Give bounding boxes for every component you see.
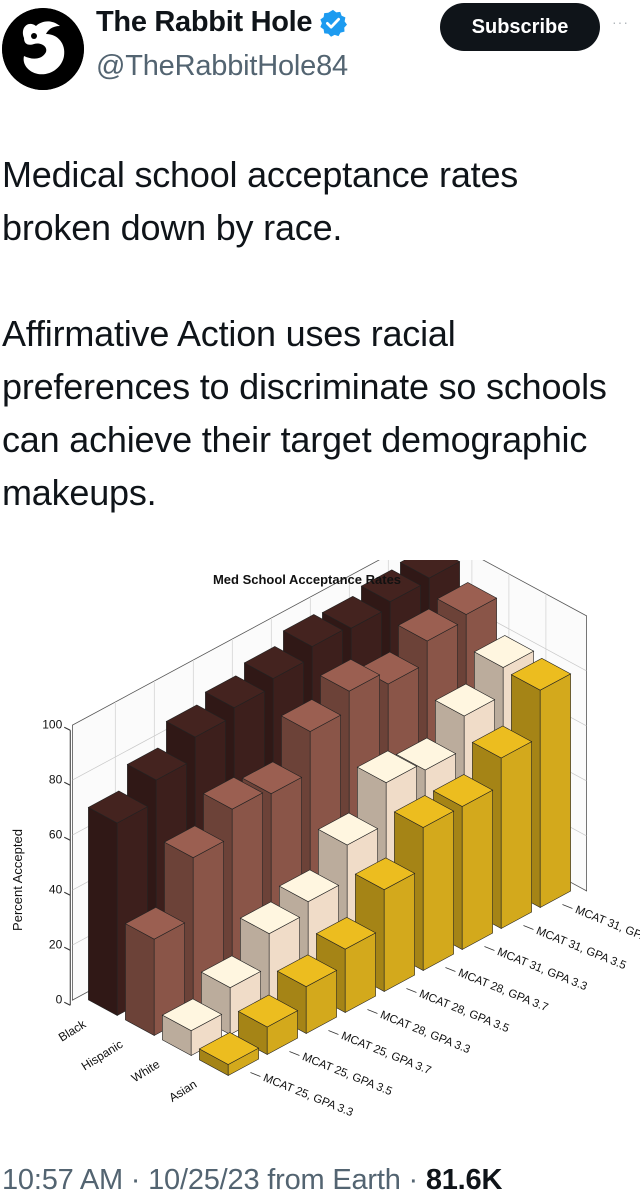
bar-top	[280, 699, 342, 732]
bar-top	[434, 683, 496, 717]
bar-top	[360, 569, 422, 603]
tweet-paragraph: Affirmative Action uses racial preferenc…	[2, 313, 607, 513]
chart-image[interactable]: 0 20 40 60 80 100 Percent Accepted Black Hispani…	[0, 531, 640, 1160]
avatar[interactable]	[2, 8, 84, 90]
category-tick	[562, 904, 573, 909]
tweet-text: Medical school acceptance rates broken d…	[2, 148, 632, 519]
y-tick-label: 40	[49, 882, 63, 896]
bar-front	[422, 810, 454, 972]
name-row: The Rabbit Hole	[96, 6, 348, 39]
series-label: Black	[56, 1016, 89, 1044]
y-tick	[64, 726, 71, 731]
bar-top	[204, 675, 266, 709]
bar-top	[165, 704, 227, 738]
tweet-header: The Rabbit Hole @TheRabbitHole84 Subscri…	[0, 0, 640, 100]
bar-top	[321, 595, 383, 629]
bar-top	[436, 582, 498, 615]
bar-front	[461, 789, 493, 951]
chart-title: Med School Acceptance Rates	[213, 572, 401, 587]
bar-top	[354, 857, 416, 891]
bar-top	[163, 825, 225, 859]
view-count[interactable]: 81.6K	[425, 1164, 503, 1196]
bar-top	[315, 916, 377, 950]
bar-top	[198, 1032, 260, 1065]
bar-top	[243, 646, 305, 679]
category-tick	[523, 925, 534, 930]
bar-top	[397, 608, 459, 642]
tweet-source: from Earth	[259, 1164, 401, 1196]
bar	[198, 1032, 260, 1077]
category-tick	[445, 967, 456, 972]
tweet-time[interactable]: 10:57 AM	[2, 1164, 123, 1196]
bar-top	[393, 795, 455, 828]
category-tick	[328, 1030, 339, 1035]
subscribe-button[interactable]: Subscribe	[440, 3, 600, 51]
series-label: White	[129, 1057, 163, 1085]
tweet-date[interactable]: 10/25/23	[148, 1164, 260, 1196]
y-axis: 0 20 40 60 80 100 Percent Accepted	[10, 717, 71, 1006]
y-tick-label: 0	[56, 992, 63, 1006]
category-label: MCAT 25, GPA 3.3	[261, 1072, 354, 1119]
tweet-footer: 10:57 AM · 10/25/23 from Earth · 81.6K	[2, 1164, 502, 1197]
bar-top	[161, 998, 223, 1032]
more-options-icon[interactable]: ···	[612, 14, 629, 30]
y-axis-label: Percent Accepted	[10, 829, 25, 931]
category-tick	[289, 1051, 300, 1056]
bar	[237, 994, 299, 1056]
rabbit-logo-icon	[2, 8, 84, 90]
series-label: Asian	[166, 1077, 199, 1105]
bar-top	[356, 750, 418, 784]
bar-top	[471, 725, 533, 759]
y-tick-label: 60	[49, 827, 63, 841]
y-tick	[64, 891, 71, 896]
y-tick	[64, 781, 71, 786]
bar-top	[510, 657, 572, 691]
bar-top	[317, 812, 379, 846]
category-tick	[367, 1009, 378, 1014]
bar-top	[124, 906, 186, 940]
bar-chart-3d: 0 20 40 60 80 100 Percent Accepted BlackHispani…	[10, 531, 640, 1119]
bar-side	[125, 923, 155, 1037]
bar-front	[500, 741, 532, 930]
series-label: Hispanic	[79, 1037, 125, 1073]
bar-top	[87, 790, 149, 824]
bar-top	[202, 776, 264, 810]
bar-top	[278, 869, 340, 903]
bar-top	[395, 737, 457, 771]
category-tick	[484, 946, 495, 951]
bar-top	[237, 994, 299, 1028]
bar-top	[126, 747, 188, 781]
user-handle[interactable]: @TheRabbitHole84	[96, 50, 348, 82]
display-name[interactable]: The Rabbit Hole	[96, 6, 313, 38]
bar-top	[473, 635, 535, 668]
chart-bars	[87, 545, 572, 1077]
category-tick	[406, 988, 417, 993]
y-tick-label: 80	[49, 772, 63, 786]
bar-top	[319, 658, 381, 692]
bar-top	[432, 774, 494, 807]
bar-side	[88, 806, 118, 1017]
bar-front	[539, 673, 571, 909]
category-tick	[250, 1072, 261, 1077]
y-tick	[64, 946, 71, 951]
bar-top	[239, 901, 301, 935]
y-tick-label: 20	[49, 937, 63, 951]
y-tick	[64, 1001, 71, 1006]
y-tick	[64, 836, 71, 841]
bar-top	[276, 954, 338, 988]
bar-top	[241, 761, 303, 795]
bar-top	[200, 955, 262, 989]
bar-top	[282, 614, 344, 647]
verified-badge-icon	[320, 9, 348, 37]
separator-dot: ·	[122, 1164, 149, 1196]
y-tick-label: 100	[42, 717, 62, 731]
tweet-paragraph: Medical school acceptance rates broken d…	[2, 154, 519, 248]
separator-dot: ·	[400, 1164, 426, 1196]
bar-front	[383, 872, 415, 993]
